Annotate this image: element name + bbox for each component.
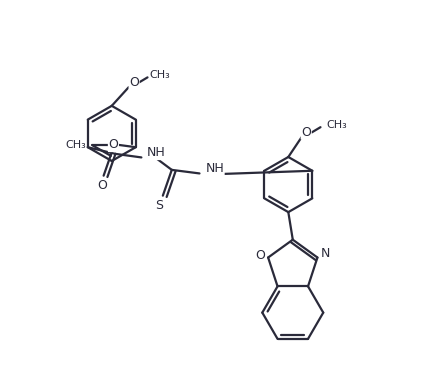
Text: O: O xyxy=(129,76,139,89)
Text: O: O xyxy=(301,126,311,139)
Text: CH₃: CH₃ xyxy=(66,140,87,150)
Text: NH: NH xyxy=(147,147,166,160)
Text: CH₃: CH₃ xyxy=(150,70,170,80)
Text: CH₃: CH₃ xyxy=(326,119,347,130)
Text: NH: NH xyxy=(205,163,224,175)
Text: O: O xyxy=(97,180,107,192)
Text: N: N xyxy=(321,248,330,260)
Text: S: S xyxy=(155,199,163,212)
Text: O: O xyxy=(109,138,118,152)
Text: O: O xyxy=(255,249,265,262)
